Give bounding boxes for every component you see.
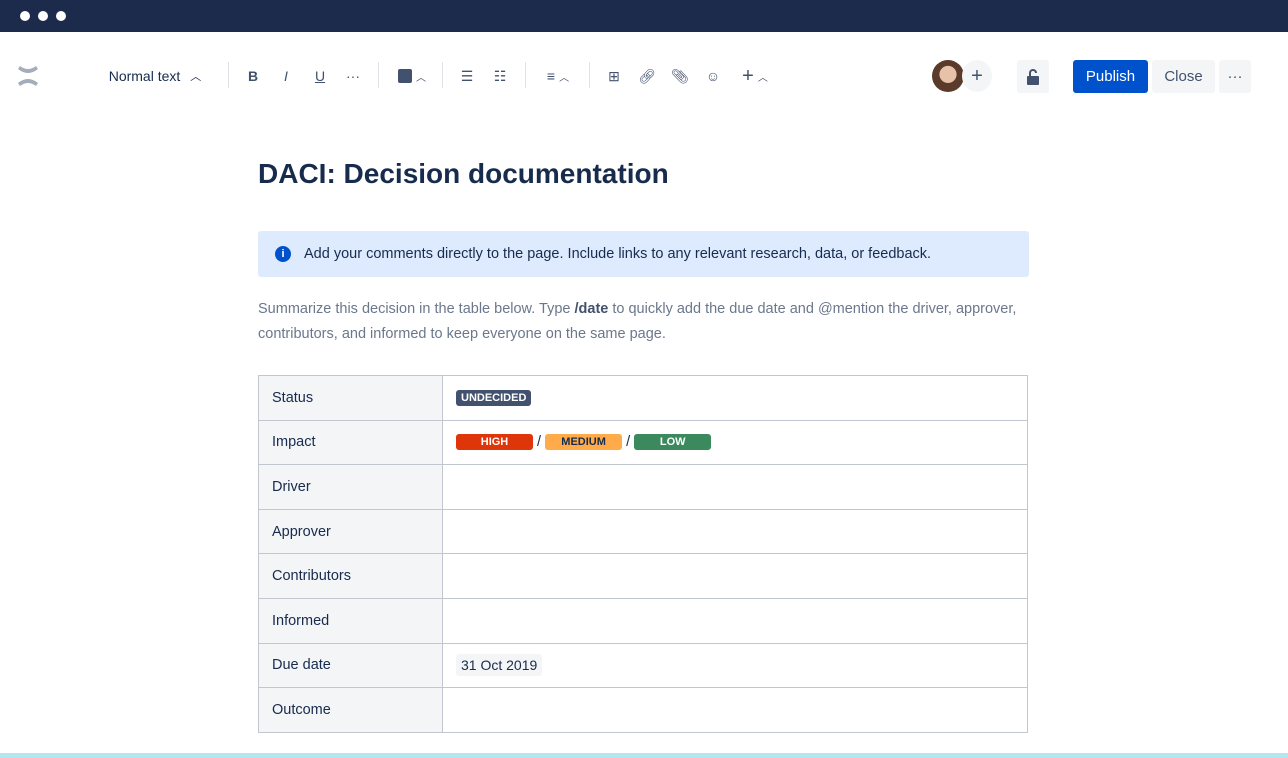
table-row: Driver xyxy=(258,464,1028,510)
underline-icon[interactable]: U xyxy=(314,68,326,84)
impact-medium-badge[interactable]: MEDIUM xyxy=(545,434,623,451)
link-icon[interactable]: 🔗︎ xyxy=(638,67,656,84)
divider xyxy=(525,62,526,88)
bottom-bar xyxy=(0,753,1288,758)
more-options-icon[interactable]: ··· xyxy=(1219,60,1251,93)
bullet-list-icon[interactable]: ☰ xyxy=(460,67,474,84)
summary-text[interactable]: Summarize this decision in the table bel… xyxy=(258,301,1017,342)
align-icon[interactable]: ≡ ︿ xyxy=(546,68,570,84)
approver-cell[interactable] xyxy=(442,508,1028,555)
add-collaborator-icon[interactable]: + xyxy=(962,60,992,92)
publish-button[interactable]: Publish xyxy=(1073,60,1148,93)
table-row: Status UNDECIDED xyxy=(258,375,1028,421)
outcome-cell[interactable] xyxy=(442,687,1028,733)
avatar[interactable] xyxy=(932,60,964,92)
table-row: Outcome xyxy=(258,687,1028,733)
contributors-cell[interactable] xyxy=(442,553,1028,599)
table-row: Approver xyxy=(258,508,1028,555)
info-text: Add your comments directly to the page. … xyxy=(304,246,932,262)
numbered-list-icon[interactable]: ☷ xyxy=(493,67,507,84)
table-row: Impact HIGH / MEDIUM / LOW xyxy=(258,419,1028,466)
info-icon: i xyxy=(275,246,291,262)
insert-plus-icon[interactable]: + ︿ xyxy=(742,64,768,87)
divider xyxy=(442,62,443,88)
informed-cell[interactable] xyxy=(442,597,1028,644)
restrictions-button[interactable] xyxy=(1017,60,1049,93)
text-color-icon[interactable]: ︿ xyxy=(394,56,430,96)
unlock-icon xyxy=(1027,68,1039,85)
more-formatting-icon[interactable]: ··· xyxy=(346,68,360,84)
divider xyxy=(378,62,379,88)
attachment-icon[interactable]: 📎︎ xyxy=(671,67,689,84)
window-dot[interactable] xyxy=(20,11,30,21)
table-row: Due date 31 Oct 2019 xyxy=(258,642,1028,689)
text-style-dropdown[interactable]: Normal text ︿ xyxy=(108,68,202,84)
bold-icon[interactable]: B xyxy=(247,68,259,84)
chevron-up-icon: ︿ xyxy=(190,71,202,83)
impact-low-badge[interactable]: LOW xyxy=(634,434,712,451)
table-row: Informed xyxy=(258,597,1028,644)
table-row: Contributors xyxy=(258,553,1028,599)
window-dot[interactable] xyxy=(38,11,48,21)
editor-toolbar: Normal text ︿ B I U ··· ︿ ☰ ☷ ≡ ︿ ⊞ 🔗︎ 📎︎ … xyxy=(0,56,1288,96)
window-titlebar xyxy=(0,0,1288,32)
window-dot[interactable] xyxy=(56,11,66,21)
confluence-logo-icon[interactable] xyxy=(16,65,40,87)
status-badge[interactable]: UNDECIDED xyxy=(456,389,532,406)
divider xyxy=(228,62,229,88)
decision-table: Status UNDECIDED Impact HIGH / MEDIUM / L… xyxy=(258,375,1028,733)
emoji-icon[interactable]: ☺ xyxy=(705,68,721,84)
due-date[interactable]: 31 Oct 2019 xyxy=(456,653,543,676)
italic-icon[interactable]: I xyxy=(284,68,288,84)
divider xyxy=(589,62,590,88)
driver-cell[interactable] xyxy=(442,464,1028,510)
impact-high-badge[interactable]: HIGH xyxy=(456,434,533,451)
page-title[interactable]: DACI: Decision documentation xyxy=(258,158,669,189)
close-button[interactable]: Close xyxy=(1152,60,1215,93)
info-panel[interactable]: i Add your comments directly to the page.… xyxy=(258,231,1029,277)
table-icon[interactable]: ⊞ xyxy=(608,67,620,84)
